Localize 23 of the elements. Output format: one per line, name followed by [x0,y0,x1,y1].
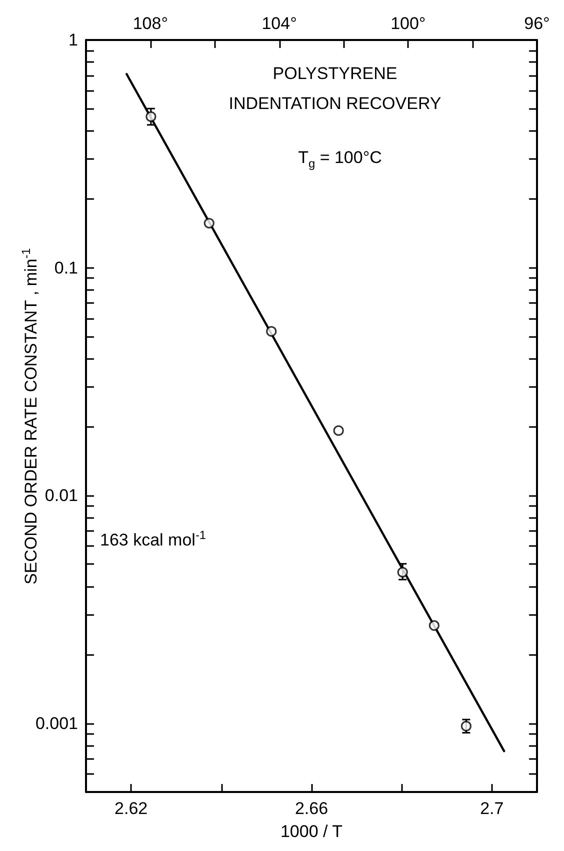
point [204,218,214,228]
y-tick-label: 0.001 [35,714,78,733]
x-axis-title: 1000 / T [279,822,344,842]
point [397,566,408,578]
y-tick-label: 0.1 [54,258,78,278]
x2-tick-label: 96° [524,14,550,33]
annotation: POLYSTYRENE [272,64,398,84]
y-tick-label: 0.01 [44,486,78,506]
annotation: INDENTATION RECOVERY [228,94,442,114]
point [146,111,156,122]
point [333,425,344,436]
annotation: T$_{g}$ = 100°C [298,148,382,170]
point [460,720,472,732]
x2-tick-label: 100° [390,14,426,33]
point [428,620,440,631]
x-tick-label: 2.62 [114,799,148,818]
x2-tick-label: 108° [132,14,168,33]
x2-tick-label: 104° [262,14,297,33]
annotation: 163 kcal mol$^{-1}$ [100,528,206,551]
y-tick-label: 1 [68,30,78,50]
x-tick-label: 2.7 [480,799,504,818]
x-tick-label: 2.66 [294,799,328,818]
point [266,326,277,337]
